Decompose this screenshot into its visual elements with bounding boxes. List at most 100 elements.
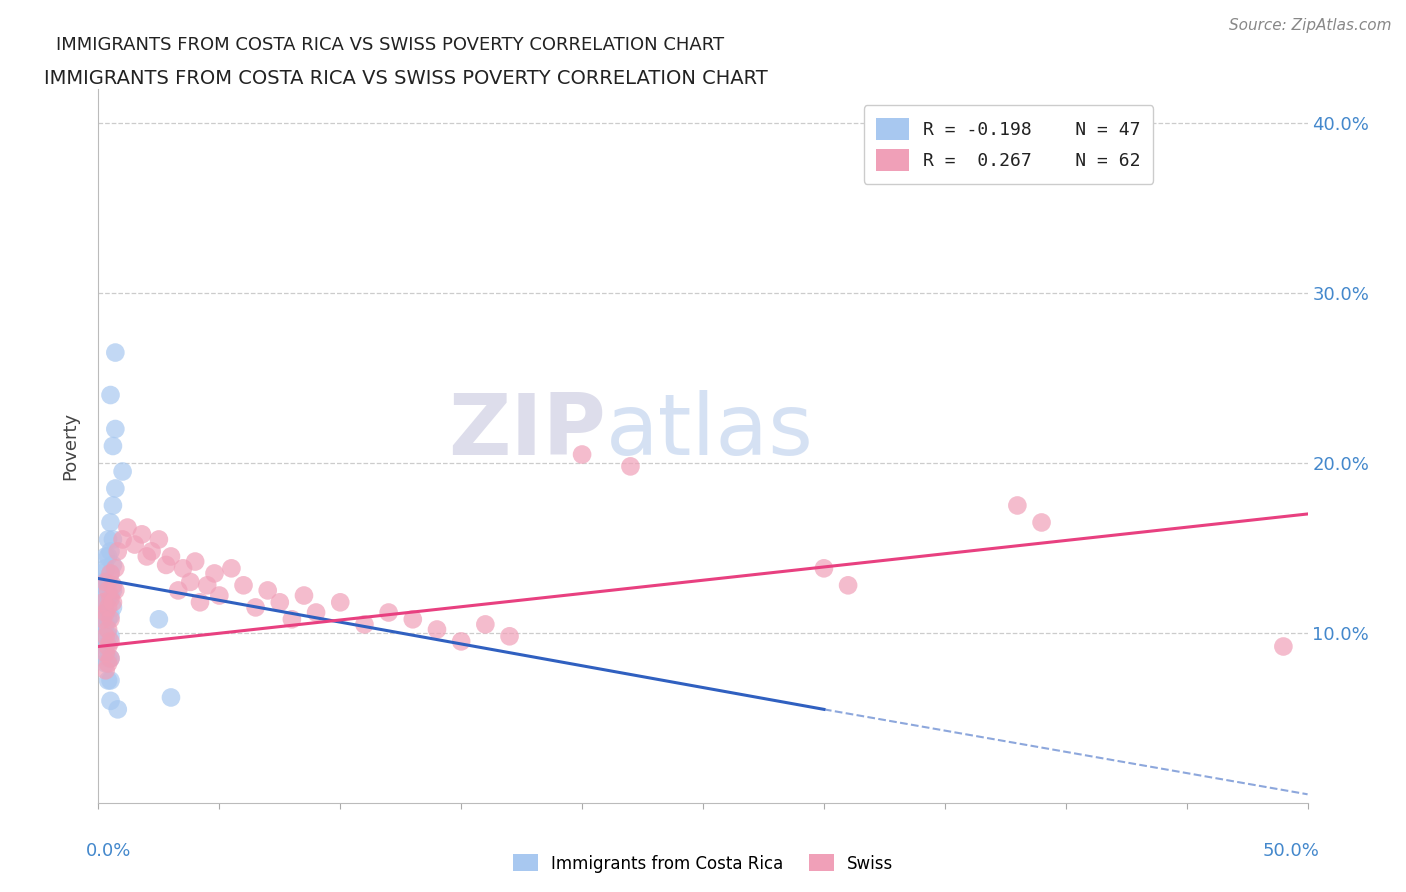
Point <box>117 520 139 534</box>
Point <box>353 617 375 632</box>
Point <box>97 549 120 564</box>
Point <box>131 527 153 541</box>
Point <box>184 555 207 569</box>
Point <box>91 595 114 609</box>
Text: Source: ZipAtlas.com: Source: ZipAtlas.com <box>1229 18 1392 33</box>
Y-axis label: Poverty: Poverty <box>62 412 80 480</box>
Point <box>94 629 117 643</box>
Point <box>101 499 124 513</box>
Point <box>188 595 211 609</box>
Point <box>94 606 117 620</box>
Point <box>124 537 146 551</box>
Point <box>100 629 122 643</box>
Point <box>94 663 117 677</box>
Point <box>94 646 117 660</box>
Point <box>837 578 859 592</box>
Legend: Immigrants from Costa Rica, Swiss: Immigrants from Costa Rica, Swiss <box>506 847 900 880</box>
Point <box>269 595 291 609</box>
Point <box>245 600 267 615</box>
Point <box>97 591 120 606</box>
Point <box>292 589 315 603</box>
Point <box>571 448 593 462</box>
Text: IMMIGRANTS FROM COSTA RICA VS SWISS POVERTY CORRELATION CHART: IMMIGRANTS FROM COSTA RICA VS SWISS POVE… <box>56 36 724 54</box>
Text: atlas: atlas <box>606 390 814 474</box>
Text: 50.0%: 50.0% <box>1263 842 1320 860</box>
Legend: R = -0.198    N = 47, R =  0.267    N = 62: R = -0.198 N = 47, R = 0.267 N = 62 <box>863 105 1153 184</box>
Point <box>172 561 194 575</box>
Text: IMMIGRANTS FROM COSTA RICA VS SWISS POVERTY CORRELATION CHART: IMMIGRANTS FROM COSTA RICA VS SWISS POVE… <box>44 70 768 88</box>
Point <box>94 574 117 589</box>
Point <box>101 533 124 547</box>
Point <box>305 606 328 620</box>
Point <box>426 623 449 637</box>
Point <box>204 566 226 581</box>
Point <box>97 651 120 665</box>
Point <box>97 629 120 643</box>
Point <box>97 640 120 654</box>
Point <box>91 608 114 623</box>
Point <box>179 574 201 589</box>
Point <box>100 634 122 648</box>
Point <box>101 583 124 598</box>
Point <box>148 533 170 547</box>
Point <box>104 482 127 496</box>
Point <box>100 651 122 665</box>
Point <box>101 595 124 609</box>
Point <box>221 561 243 575</box>
Point <box>232 578 254 592</box>
Point <box>97 623 120 637</box>
Point <box>107 544 129 558</box>
Point <box>94 629 117 643</box>
Point <box>100 566 122 581</box>
Point <box>104 422 127 436</box>
Point <box>100 612 122 626</box>
Point <box>97 673 120 688</box>
Point <box>97 574 120 589</box>
Text: 0.0%: 0.0% <box>86 842 132 860</box>
Point <box>329 595 352 609</box>
Point <box>100 566 122 581</box>
Point <box>813 561 835 575</box>
Point <box>100 589 122 603</box>
Point <box>101 439 124 453</box>
Point <box>94 549 117 564</box>
Point <box>111 465 134 479</box>
Point <box>100 544 122 558</box>
Point <box>97 600 120 615</box>
Point <box>104 561 127 575</box>
Point <box>100 516 122 530</box>
Point <box>498 629 520 643</box>
Point <box>256 583 278 598</box>
Point <box>100 673 122 688</box>
Point <box>155 558 177 572</box>
Point <box>100 694 122 708</box>
Point <box>97 533 120 547</box>
Point <box>195 578 218 592</box>
Point <box>91 612 114 626</box>
Point <box>94 561 117 575</box>
Point <box>97 657 120 671</box>
Text: ZIP: ZIP <box>449 390 606 474</box>
Point <box>100 388 122 402</box>
Point <box>377 606 399 620</box>
Point <box>97 612 120 626</box>
Point <box>474 617 496 632</box>
Point <box>135 549 157 564</box>
Point <box>94 583 117 598</box>
Point <box>111 533 134 547</box>
Point <box>91 583 114 598</box>
Point <box>94 617 117 632</box>
Point <box>148 612 170 626</box>
Point <box>1031 516 1053 530</box>
Point <box>1007 499 1029 513</box>
Point <box>160 549 183 564</box>
Point <box>450 634 472 648</box>
Point <box>101 578 124 592</box>
Point <box>101 600 124 615</box>
Point <box>101 558 124 572</box>
Point <box>107 702 129 716</box>
Point <box>402 612 425 626</box>
Point <box>100 591 122 606</box>
Point <box>94 640 117 654</box>
Point <box>167 583 190 598</box>
